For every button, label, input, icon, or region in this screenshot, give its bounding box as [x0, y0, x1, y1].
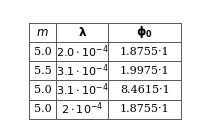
Text: 5.0: 5.0: [33, 85, 51, 95]
Text: $3.1\cdot10^{-4}$: $3.1\cdot10^{-4}$: [55, 62, 108, 79]
Text: $3.1\cdot10^{-4}$: $3.1\cdot10^{-4}$: [55, 82, 108, 98]
Text: 5.5: 5.5: [33, 66, 51, 76]
Text: 8.4615·1: 8.4615·1: [119, 85, 169, 95]
Text: $2.0\cdot10^{-4}$: $2.0\cdot10^{-4}$: [55, 43, 108, 60]
Text: $2\cdot10^{-4}$: $2\cdot10^{-4}$: [61, 101, 103, 117]
Text: $\mathbf{\lambda}$: $\mathbf{\lambda}$: [77, 26, 86, 39]
Text: 5.0: 5.0: [33, 104, 51, 114]
Text: 1.9975·1: 1.9975·1: [119, 66, 169, 76]
Text: 5.0: 5.0: [33, 47, 51, 57]
Text: 1.8755·1: 1.8755·1: [119, 47, 169, 57]
Text: 1.8755·1: 1.8755·1: [119, 104, 169, 114]
Text: $\mathbf{\phi_0}$: $\mathbf{\phi_0}$: [136, 24, 152, 40]
Text: $\mathbf{\mathit{m}}$: $\mathbf{\mathit{m}}$: [36, 26, 49, 39]
